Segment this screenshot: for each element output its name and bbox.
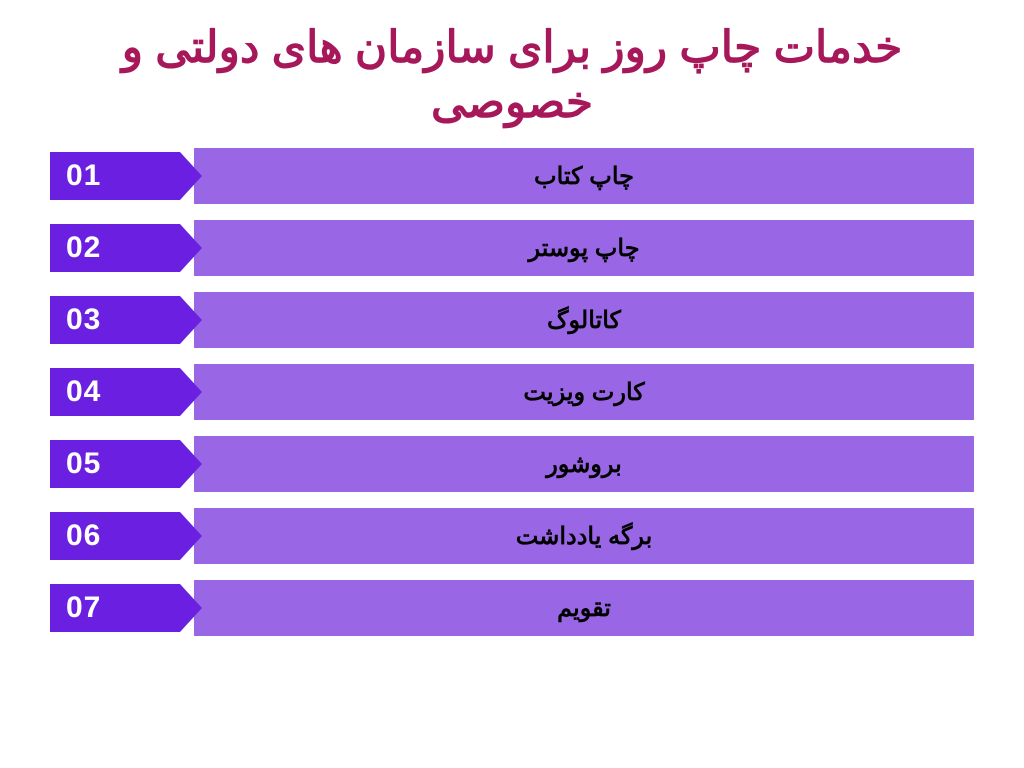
number-badge-wrap: 04 [50,364,180,420]
number-badge: 06 [50,512,180,560]
service-bar: برگه یادداشت [194,508,974,564]
service-bar: بروشور [194,436,974,492]
number-text: 03 [66,303,101,337]
number-badge-wrap: 03 [50,292,180,348]
list-item: 04 کارت ویزیت [50,364,974,420]
number-badge-wrap: 05 [50,436,180,492]
number-badge: 01 [50,152,180,200]
list-item: 05 بروشور [50,436,974,492]
list-item: 03 کاتالوگ [50,292,974,348]
number-text: 01 [66,159,101,193]
list-item: 02 چاپ پوستر [50,220,974,276]
service-label: چاپ کتاب [534,162,634,191]
page-title: خدمات چاپ روز برای سازمان های دولتی و خص… [50,20,974,130]
service-bar: چاپ کتاب [194,148,974,204]
service-label: کارت ویزیت [523,378,644,407]
service-bar: تقویم [194,580,974,636]
number-badge: 02 [50,224,180,272]
number-text: 02 [66,231,101,265]
service-bar: کارت ویزیت [194,364,974,420]
number-text: 04 [66,375,101,409]
number-badge: 07 [50,584,180,632]
list-item: 01 چاپ کتاب [50,148,974,204]
list-item: 06 برگه یادداشت [50,508,974,564]
service-label: تقویم [557,594,611,623]
number-badge-wrap: 07 [50,580,180,636]
number-text: 05 [66,447,101,481]
number-badge-wrap: 06 [50,508,180,564]
service-label: برگه یادداشت [516,522,653,551]
service-label: بروشور [546,450,622,479]
number-badge-wrap: 02 [50,220,180,276]
services-list: 01 چاپ کتاب 02 چاپ پوستر 03 کاتالوگ 04 ک… [50,148,974,636]
number-badge: 03 [50,296,180,344]
number-badge: 04 [50,368,180,416]
number-badge: 05 [50,440,180,488]
service-label: چاپ پوستر [528,234,639,263]
number-badge-wrap: 01 [50,148,180,204]
service-label: کاتالوگ [547,306,621,335]
service-bar: کاتالوگ [194,292,974,348]
number-text: 06 [66,519,101,553]
service-bar: چاپ پوستر [194,220,974,276]
list-item: 07 تقویم [50,580,974,636]
infographic-container: خدمات چاپ روز برای سازمان های دولتی و خص… [0,0,1024,768]
number-text: 07 [66,591,101,625]
